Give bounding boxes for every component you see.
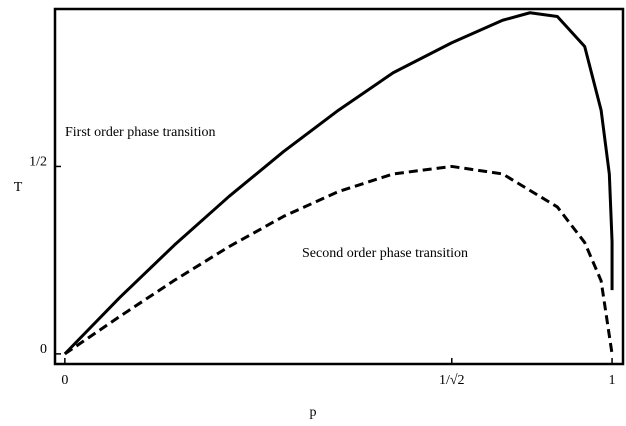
curve bbox=[64, 164, 614, 356]
y-tick-label: 1/2 bbox=[29, 155, 47, 170]
x-tick-label: 1 bbox=[609, 373, 616, 388]
plot-frame bbox=[53, 7, 625, 366]
x-tick-label: 1/√2 bbox=[439, 373, 465, 388]
annotation: Second order phase transition bbox=[302, 246, 468, 261]
curve bbox=[63, 11, 614, 355]
y-axis-label: T bbox=[14, 180, 23, 195]
x-axis-label: p bbox=[310, 405, 317, 420]
y-tick-label: 0 bbox=[40, 342, 47, 357]
annotation: First order phase transition bbox=[65, 125, 215, 140]
x-tick-label: 0 bbox=[61, 373, 68, 388]
